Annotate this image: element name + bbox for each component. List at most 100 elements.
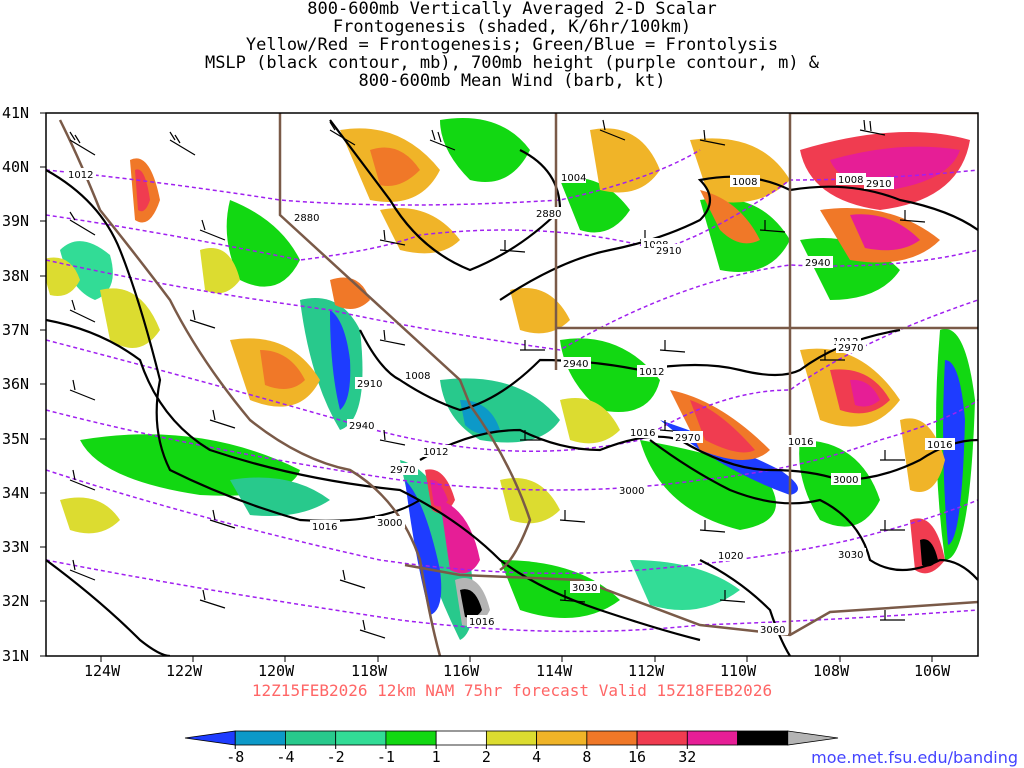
mslp-contour-1020-east (699, 559, 791, 656)
svg-text:2970: 2970 (838, 343, 863, 354)
lon-label-110w: 110W (720, 662, 757, 680)
colorbar-label: 1 (432, 748, 441, 766)
height-contour-3030 (46, 469, 978, 575)
lon-ticks (100, 656, 933, 662)
title-line-2: Frontogenesis (shaded, K/6hr/100km) (332, 17, 692, 37)
mslp-label: 1016 (925, 438, 955, 451)
height-contours (46, 149, 978, 633)
svg-text:3030: 3030 (572, 583, 597, 594)
mslp-contour-1008-south (359, 328, 901, 412)
svg-text:1016: 1016 (312, 522, 337, 533)
mslp-contour-1012 (419, 428, 978, 482)
title-line-4: MSLP (black contour, mb), 700mb height (… (204, 53, 820, 73)
colorbar-swatch (285, 730, 337, 746)
colorbar-swatch (234, 730, 286, 746)
mslp-label: 1012 (637, 365, 667, 378)
svg-text:2940: 2940 (563, 359, 588, 370)
lon-labels: 124W 122W 120W 118W 116W 114W 112W 110W … (84, 662, 951, 680)
mslp-label: 1020 (716, 549, 746, 562)
height-label: 2970 (673, 431, 703, 444)
title-line-1: 800-600mb Vertically Averaged 2-D Scalar (307, 0, 717, 19)
mslp-label: 1012 (66, 168, 96, 181)
height-label: 3000 (617, 484, 647, 497)
height-label: 3030 (836, 548, 866, 561)
svg-text:2910: 2910 (866, 179, 891, 190)
svg-text:1004: 1004 (561, 173, 586, 184)
mslp-label: 1008 (836, 173, 866, 186)
mslp-label: 1004 (558, 171, 586, 184)
mslp-label: 1016 (786, 435, 816, 448)
mslp-contour-1016 (46, 318, 701, 642)
svg-text:2940: 2940 (349, 421, 374, 432)
border-ca-az (468, 404, 532, 572)
height-label: 2970 (836, 341, 866, 354)
height-label: 2910 (654, 244, 684, 257)
source-url[interactable]: moe.met.fsu.edu/banding (811, 748, 1018, 767)
coastline (58, 119, 442, 656)
colorbar: -8 -4 -2 -1 1 2 4 8 16 32 (184, 730, 839, 766)
svg-text:1020: 1020 (718, 551, 743, 562)
svg-text:3000: 3000 (833, 475, 858, 486)
wind-barb-row (69, 469, 905, 589)
colorbar-label: -8 (226, 748, 244, 766)
title-line-5: 800-600mb Mean Wind (barb, kt) (358, 71, 666, 91)
svg-text:1008: 1008 (405, 371, 430, 382)
colorbar-swatch (737, 730, 789, 746)
svg-text:2910: 2910 (656, 246, 681, 257)
lat-label-34n: 34N (2, 484, 29, 502)
lat-label-40n: 40N (2, 158, 29, 176)
svg-text:1012: 1012 (423, 447, 448, 458)
mslp-label: 1016 (467, 615, 497, 628)
colorbar-swatch (636, 730, 688, 746)
svg-text:1008: 1008 (838, 175, 863, 186)
height-label: 2910 (355, 377, 385, 390)
svg-text:1016: 1016 (469, 617, 494, 628)
lat-label-37n: 37N (2, 321, 29, 339)
wind-barb-row (69, 299, 845, 361)
title-line-3: Yellow/Red = Frontogenesis; Green/Blue =… (245, 35, 779, 55)
height-label: 2940 (561, 357, 591, 370)
svg-text:2880: 2880 (536, 209, 561, 220)
svg-text:3000: 3000 (619, 486, 644, 497)
colorbar-swatch (686, 730, 738, 746)
height-contour-labels: 2880 2880 2910 2910 2940 2940 2910 2940 … (292, 177, 894, 636)
lat-labels: 41N 40N 39N 38N 37N 36N 35N 34N 33N 32N … (2, 104, 29, 665)
height-label: 2910 (864, 177, 894, 190)
lon-label-116w: 116W (443, 662, 480, 680)
colorbar-swatch (485, 730, 538, 746)
forecast-valid-line: 12Z15FEB2026 12km NAM 75hr forecast Vali… (251, 681, 773, 700)
colorbar-swatch (335, 730, 387, 746)
height-label: 2940 (803, 256, 833, 269)
wind-barb-row (69, 379, 905, 461)
svg-text:3060: 3060 (760, 625, 785, 636)
height-label: 3000 (831, 473, 861, 486)
colorbar-label: -2 (327, 748, 345, 766)
height-label: 2970 (388, 463, 418, 476)
lat-ticks (40, 112, 46, 657)
colorbar-label: 32 (678, 748, 696, 766)
lat-label-36n: 36N (2, 375, 29, 393)
mslp-label: 1016 (628, 426, 658, 439)
colorbar-label: 8 (582, 748, 591, 766)
height-label: 2880 (292, 211, 322, 224)
lat-label-35n: 35N (2, 430, 29, 448)
lon-label-120w: 120W (258, 662, 295, 680)
svg-text:1016: 1016 (630, 428, 655, 439)
svg-text:2970: 2970 (675, 433, 700, 444)
lat-label-38n: 38N (2, 267, 29, 285)
svg-text:3030: 3030 (838, 550, 863, 561)
lat-label-32n: 32N (2, 592, 29, 610)
wind-barbs (69, 119, 926, 639)
svg-text:2880: 2880 (294, 213, 319, 224)
lon-label-114w: 114W (536, 662, 573, 680)
svg-text:1016: 1016 (927, 440, 952, 451)
mslp-contour-1004 (329, 119, 562, 272)
height-label: 3000 (375, 516, 405, 529)
height-contour-2940 (46, 249, 978, 351)
border-mexico (404, 563, 978, 637)
lon-label-108w: 108W (813, 662, 850, 680)
colorbar-swatch (586, 730, 638, 746)
lat-label-33n: 33N (2, 538, 29, 556)
colorbar-label: 16 (628, 748, 646, 766)
